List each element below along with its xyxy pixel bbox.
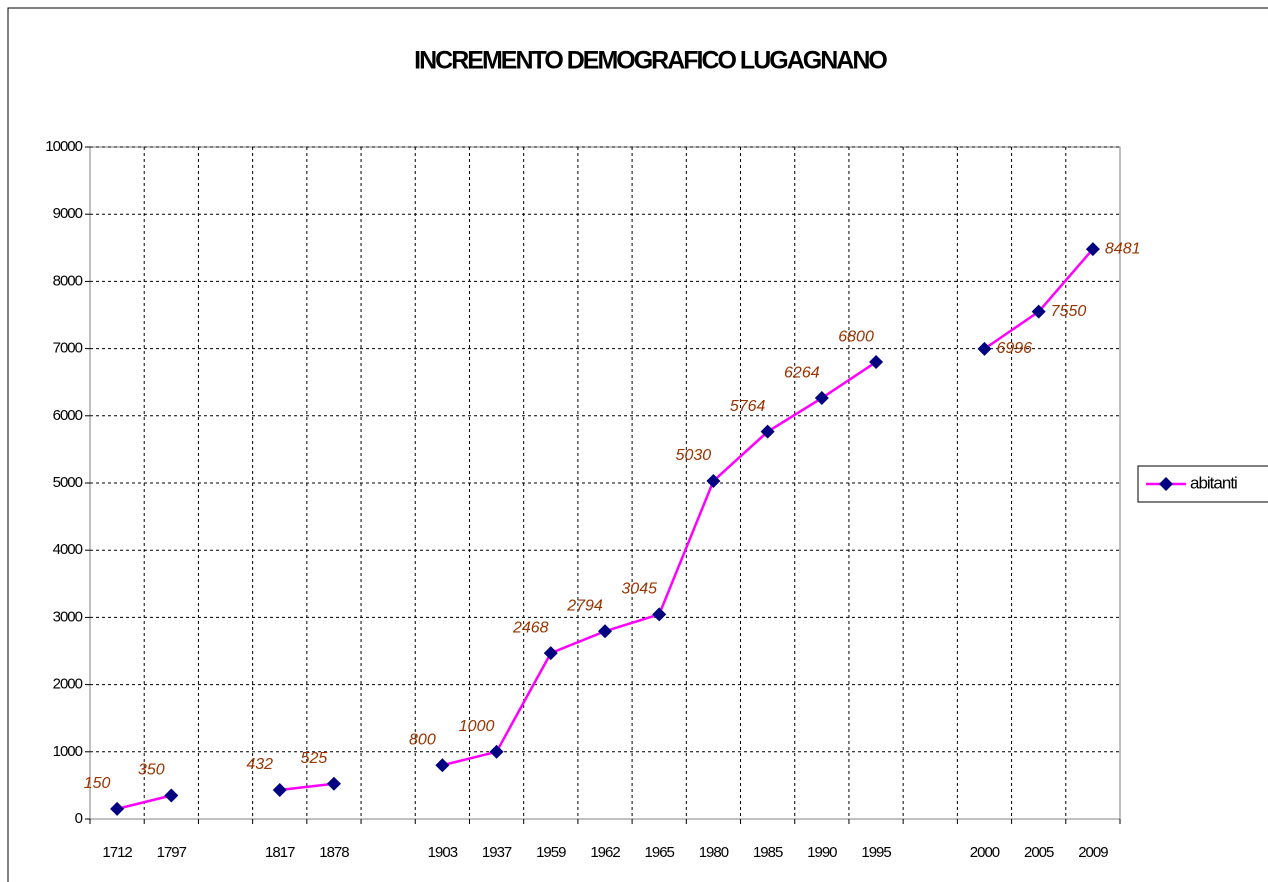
data-label: 432 [246, 756, 273, 773]
data-label: 525 [301, 750, 328, 767]
x-tick-label: 1817 [265, 844, 295, 861]
x-tick-label: 1712 [102, 844, 132, 861]
y-tick-label: 0 [75, 810, 83, 827]
data-label: 5764 [730, 398, 766, 415]
data-label: 150 [84, 775, 111, 792]
x-tick-label: 1959 [536, 844, 566, 861]
marker [489, 744, 504, 759]
y-tick-label: 6000 [53, 407, 83, 424]
x-tick-label: 1937 [482, 844, 512, 861]
y-tick-label: 5000 [53, 474, 83, 491]
data-label: 5030 [676, 447, 712, 464]
marker [706, 473, 721, 488]
marker [435, 758, 450, 773]
data-label: 2794 [566, 597, 603, 614]
x-tick-label: 1990 [807, 844, 837, 861]
x-tick-label: 1797 [157, 844, 187, 861]
chart-border [7, 7, 1268, 882]
x-tick-label: 1903 [428, 844, 458, 861]
data-label: 1000 [459, 718, 495, 735]
legend-label: abitanti [1190, 473, 1237, 492]
data-label: 800 [409, 731, 436, 748]
x-tick-label: 1995 [861, 844, 891, 861]
x-tick-label: 1965 [645, 844, 675, 861]
y-tick-label: 4000 [53, 541, 83, 558]
y-tick-label: 7000 [53, 340, 83, 357]
marker [164, 788, 179, 803]
data-label: 6800 [838, 328, 874, 345]
marker [326, 776, 341, 791]
data-label: 3045 [621, 581, 657, 598]
marker [652, 607, 667, 622]
x-tick-label: 1878 [319, 844, 349, 861]
y-tick-label: 10000 [45, 138, 82, 155]
x-tick-label: 1962 [590, 844, 620, 861]
marker [760, 424, 775, 439]
marker [814, 391, 829, 406]
marker [1031, 304, 1046, 319]
marker [272, 782, 287, 797]
y-tick-label: 1000 [53, 743, 83, 760]
y-tick-label: 3000 [53, 608, 83, 625]
data-label: 350 [138, 762, 165, 779]
y-tick-label: 8000 [53, 272, 83, 289]
marker [543, 646, 558, 661]
data-label: 6996 [996, 340, 1032, 357]
marker [598, 624, 612, 639]
y-tick-label: 9000 [53, 205, 83, 222]
marker [110, 801, 125, 816]
x-tick-label: 2000 [970, 844, 1000, 861]
x-tick-label: 1980 [699, 844, 729, 861]
series-line [116, 248, 1094, 811]
x-tick-label: 2005 [1024, 844, 1054, 861]
data-label: 8481 [1105, 240, 1141, 257]
chart-title: INCREMENTO DEMOGRAFICO LUGAGNANO [414, 47, 887, 75]
data-label: 2468 [512, 619, 549, 636]
marker [977, 341, 992, 356]
y-tick-label: 2000 [53, 676, 83, 693]
x-tick-label: 2009 [1078, 844, 1108, 861]
x-tick-label: 1985 [753, 844, 783, 861]
data-label: 6264 [784, 364, 820, 381]
marker [1085, 242, 1100, 257]
data-label: 7550 [1051, 303, 1087, 320]
legend-marker [1159, 477, 1173, 491]
marker [869, 355, 884, 370]
